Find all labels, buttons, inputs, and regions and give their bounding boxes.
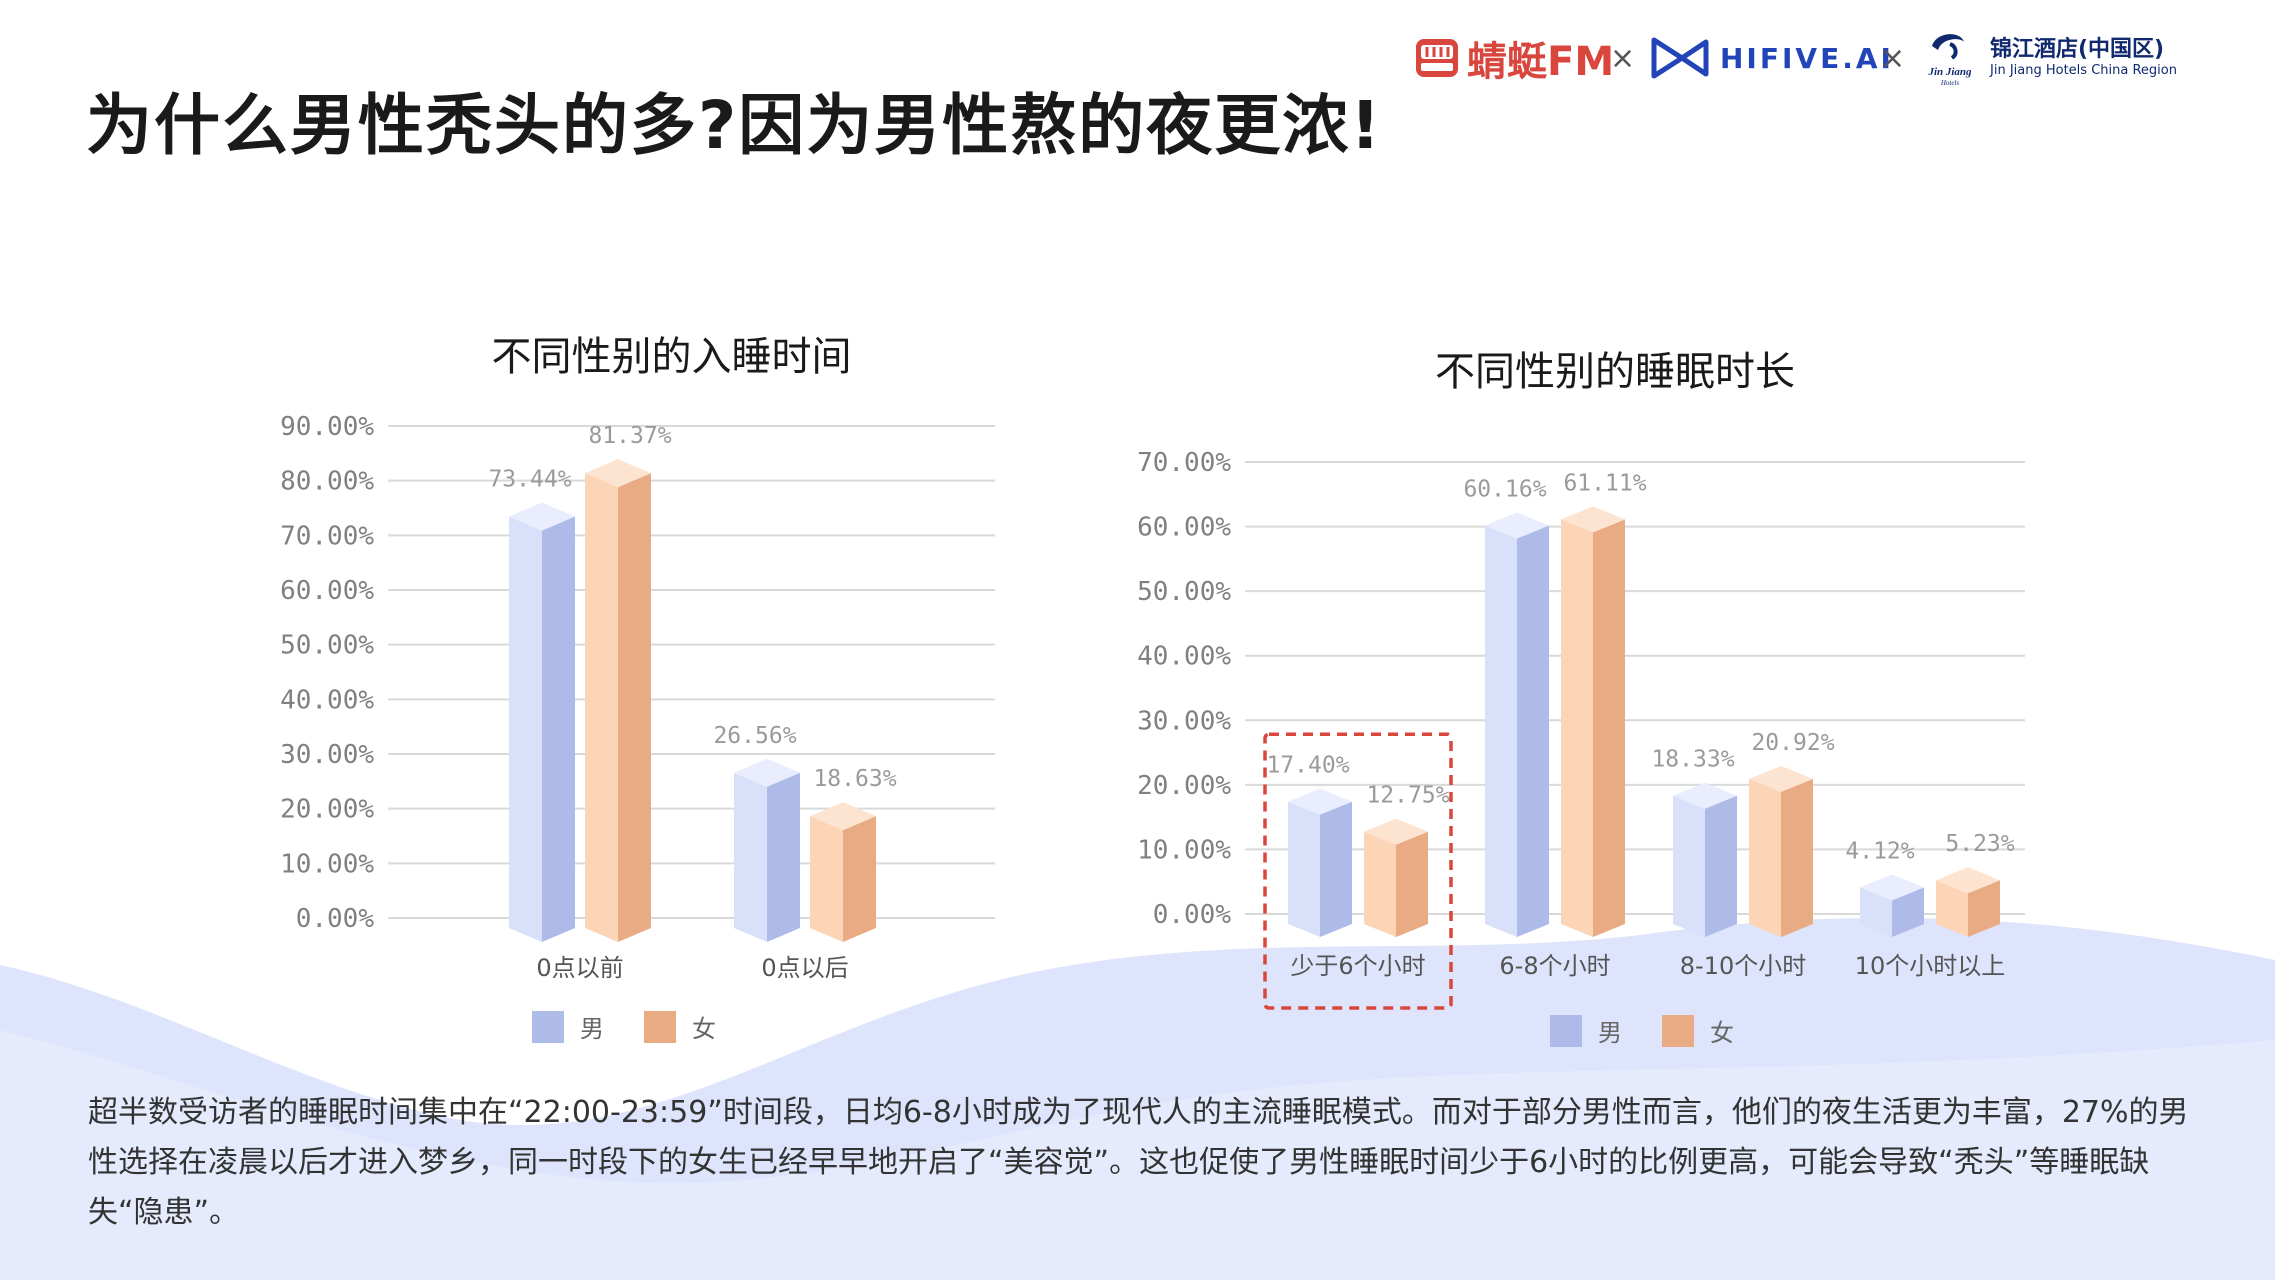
chart-bedtime: 不同性别的入睡时间 0.00% 10.00% 20.00% 30.00% 40.00% 50…: [280, 334, 995, 1043]
y-tick-label: 50.00%: [280, 631, 374, 661]
cross-separator: ×: [1610, 28, 1635, 88]
legend-swatch: [1662, 1015, 1694, 1047]
hifive-logo: HIFIVE.AI: [1650, 28, 1894, 88]
data-label: 4.12%: [1845, 838, 1914, 864]
chart-title: 不同性别的入睡时间: [492, 334, 852, 380]
jinjiang-mark-icon: Jin Jiang Hotels: [1927, 34, 1972, 87]
legend-swatch: [532, 1011, 564, 1043]
bar-male: [734, 758, 800, 942]
y-tick-label: 60.00%: [1137, 513, 1231, 543]
cross-separator-2: ×: [1880, 28, 1905, 88]
legend-swatch: [644, 1011, 676, 1043]
y-tick-label: 0.00%: [296, 904, 375, 934]
bar-male: [1288, 788, 1352, 937]
jinjiang-name-cn: 锦江酒店(中国区): [1990, 37, 2165, 62]
x-category-label: 0点以前: [536, 954, 623, 982]
bar-male: [1860, 874, 1924, 937]
hifive-name: HIFIVE.AI: [1720, 41, 1894, 75]
data-label: 26.56%: [713, 723, 796, 749]
jinjiang-name-en: Jin Jiang Hotels China Region: [1990, 63, 2177, 78]
y-tick-label: 50.00%: [1137, 577, 1231, 607]
data-label: 61.11%: [1563, 470, 1646, 496]
legend-label: 男: [1598, 1019, 1622, 1047]
y-tick-label: 30.00%: [280, 740, 374, 770]
legend-label: 女: [692, 1015, 716, 1043]
bar-female: [1936, 867, 2000, 937]
bar-male: [509, 502, 575, 942]
y-tick-label: 80.00%: [280, 467, 374, 497]
x-category-label: 6-8个小时: [1499, 952, 1610, 980]
data-label: 81.37%: [588, 423, 671, 449]
bar-female: [1364, 818, 1428, 937]
chart-sleep-duration: 不同性别的睡眠时长 0.00% 10.00% 20.00% 30.00% 40.00% 50…: [1137, 349, 2025, 1047]
bar-female: [810, 802, 876, 942]
y-tick-label: 70.00%: [1137, 448, 1231, 478]
bowtie-icon: [1651, 37, 1709, 79]
data-label: 18.33%: [1651, 747, 1734, 773]
y-tick-label: 40.00%: [1137, 642, 1231, 672]
jinjiang-mark-sub: Hotels: [1940, 79, 1960, 87]
y-tick-label: 20.00%: [1137, 771, 1231, 801]
legend-swatch: [1550, 1015, 1582, 1047]
data-label: 20.92%: [1751, 730, 1834, 756]
x-category-label: 少于6个小时: [1290, 952, 1425, 980]
bar-male: [1485, 512, 1549, 937]
data-label: 18.63%: [813, 766, 896, 792]
data-label: 73.44%: [488, 467, 571, 493]
y-tick-label: 30.00%: [1137, 706, 1231, 736]
page-title: 为什么男性秃头的多?因为男性熬的夜更浓!: [86, 87, 1383, 164]
qingting-fm-logo: 蜻蜓FM: [1415, 28, 1614, 88]
partner-logos: 蜻蜓FM × HIFIVE.AI × Jin Jiang Hotels 锦江酒店…: [1415, 28, 2195, 88]
x-category-label: 0点以后: [761, 954, 848, 982]
data-label: 60.16%: [1463, 477, 1546, 503]
legend-label: 男: [580, 1015, 604, 1043]
bar-female: [1561, 506, 1625, 937]
legend-label: 女: [1710, 1019, 1734, 1047]
bar-female: [1749, 765, 1813, 937]
qingting-fm-name: 蜻蜓FM: [1467, 39, 1615, 85]
data-label: 12.75%: [1366, 783, 1449, 809]
y-tick-label: 60.00%: [280, 576, 374, 606]
description-text: 超半数受访者的睡眠时间集中在“22:00-23:59”时间段，日均6-8小时成为…: [88, 1095, 2189, 1230]
data-label: 17.40%: [1266, 753, 1349, 779]
chart-title: 不同性别的睡眠时长: [1435, 349, 1795, 395]
x-category-label: 8-10个小时: [1680, 952, 1806, 980]
bar-male: [1673, 782, 1737, 937]
cross-text-2: ×: [1880, 40, 1906, 76]
y-tick-label: 90.00%: [280, 412, 374, 442]
radio-icon: [1416, 39, 1458, 77]
y-tick-label: 10.00%: [280, 849, 374, 879]
y-tick-label: 70.00%: [280, 521, 374, 551]
highlight-box: [1263, 732, 1453, 1010]
jinjiang-mark-text: Jin Jiang: [1927, 66, 1972, 78]
y-tick-label: 20.00%: [280, 795, 374, 825]
x-category-label: 10个小时以上: [1855, 952, 2006, 980]
jinjiang-logo: Jin Jiang Hotels 锦江酒店(中国区) Jin Jiang Hot…: [1920, 28, 2177, 88]
bar-female: [585, 459, 651, 942]
y-tick-label: 40.00%: [280, 685, 374, 715]
y-tick-label: 10.00%: [1137, 835, 1231, 865]
y-tick-label: 0.00%: [1153, 900, 1232, 930]
cross-text: ×: [1610, 40, 1636, 76]
data-label: 5.23%: [1945, 831, 2014, 857]
